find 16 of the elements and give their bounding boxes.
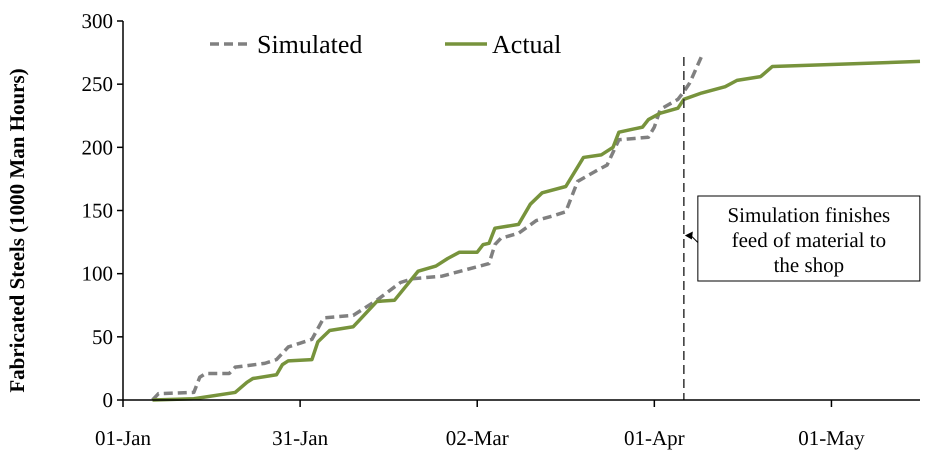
ref-line-label: Simulation finishes feed of material to the shop [727, 203, 890, 277]
legend-label: Simulated [257, 30, 362, 59]
y-axis-title: Fabricated Steels (1000 Man Hours) [5, 68, 29, 393]
x-tick-label: 01-Apr [624, 426, 685, 450]
y-tick-label: 250 [82, 72, 113, 96]
y-tick-label: 300 [82, 9, 113, 33]
x-tick-label: 01-May [798, 426, 866, 450]
x-tick-label: 31-Jan [272, 426, 329, 450]
y-tick-label: 200 [82, 135, 113, 160]
x-tick-label: 02-Mar [446, 426, 509, 450]
y-tick-label: 150 [82, 198, 113, 222]
x-tick-label: 01-Jan [95, 426, 152, 450]
y-tick-label: 100 [82, 262, 113, 286]
y-tick-label: 0 [102, 388, 113, 412]
legend-label: Actual [492, 30, 562, 59]
y-tick-label: 50 [92, 324, 113, 349]
